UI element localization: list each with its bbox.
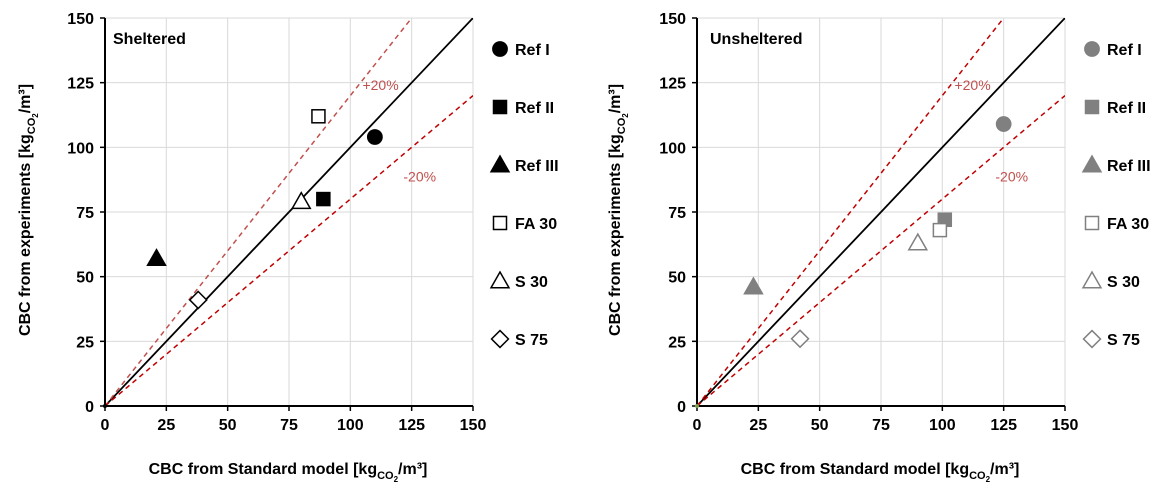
data-point-ref-iii	[743, 276, 764, 295]
x-tick-label: 50	[219, 417, 237, 434]
x-tick-label: 150	[460, 417, 487, 434]
legend-label-ref-iii: Ref III	[1107, 158, 1151, 175]
legend-marker-ref-i	[1084, 41, 1100, 57]
x-tick-label: 0	[693, 417, 702, 434]
reference-line-plus-20	[697, 18, 1005, 406]
y-axis-label: CBC from experiments [kgCO2/m³]	[17, 84, 40, 336]
x-tick-label: 75	[872, 417, 890, 434]
band-label-plus-20: +20%	[362, 77, 398, 93]
legend-label-ref-i: Ref I	[515, 42, 550, 59]
x-tick-label: 50	[811, 417, 829, 434]
x-tick-label: 0	[101, 417, 110, 434]
y-tick-label: 0	[85, 399, 94, 416]
legend-label-fa-30: FA 30	[1107, 216, 1149, 233]
data-point-s-75	[188, 290, 208, 310]
data-point-ref-i	[366, 129, 383, 145]
x-tick-label: 100	[337, 417, 364, 434]
legend-label-s-75: S 75	[515, 332, 548, 349]
y-tick-label: 25	[668, 334, 686, 351]
legend-label-s-30: S 30	[515, 274, 548, 291]
data-point-ref-ii	[316, 191, 331, 207]
x-tick-label: 125	[990, 417, 1017, 434]
x-tick-label: 125	[398, 417, 425, 434]
legend-marker-s-30	[489, 270, 511, 289]
legend-label-s-75: S 75	[1107, 332, 1140, 349]
data-point-ref-iii	[146, 248, 167, 267]
chart-panel-unsheltered: 0 25 50 75 100 125 150 0 25 50 75 100 125 150 Ref I Re…	[607, 11, 1151, 484]
y-tick-label: 0	[677, 399, 686, 416]
data-point-ref-i	[995, 116, 1012, 132]
legend-label-ref-ii: Ref II	[1107, 100, 1146, 117]
data-point-s-75	[790, 329, 810, 349]
panel-title: Sheltered	[113, 31, 186, 48]
y-tick-label: 125	[67, 76, 94, 93]
data-point-fa-30	[932, 222, 948, 238]
x-axis-label: CBC from Standard model [kgCO2/m³]	[149, 461, 428, 484]
band-label-minus-20: -20%	[995, 169, 1028, 185]
origin-point	[695, 404, 699, 408]
legend-marker-fa-30	[492, 215, 508, 231]
x-tick-label: 25	[157, 417, 175, 434]
legend-marker-ref-i	[492, 41, 508, 57]
y-tick-label: 100	[67, 140, 94, 157]
legend-marker-s-75	[490, 329, 510, 349]
band-label-plus-20: +20%	[954, 77, 990, 93]
band-label-minus-20: -20%	[403, 169, 436, 185]
x-axis-label: CBC from Standard model [kgCO2/m³]	[741, 461, 1020, 484]
legend-marker-ref-ii	[492, 99, 508, 115]
data-point-fa-30	[311, 109, 326, 124]
y-axis-label: CBC from experiments [kgCO2/m³]	[607, 84, 630, 336]
x-tick-label: 100	[929, 417, 956, 434]
y-tick-label: 25	[76, 334, 94, 351]
y-tick-label: 150	[67, 11, 94, 28]
x-tick-label: 75	[280, 417, 298, 434]
y-tick-label: 50	[76, 270, 94, 287]
legend-marker-s-30	[1081, 270, 1103, 289]
legend-marker-ref-iii	[1081, 154, 1103, 173]
data-point-s-30	[907, 232, 929, 251]
legend-marker-ref-ii	[1084, 99, 1100, 115]
origin-point	[103, 404, 107, 408]
legend-marker-s-75	[1082, 329, 1102, 349]
x-tick-label: 25	[749, 417, 767, 434]
legend-label-s-30: S 30	[1107, 274, 1140, 291]
legend-marker-ref-iii	[489, 154, 511, 173]
chart-panel-sheltered: 0 25 50 75 100 125 150 0 25 50 75 100 125 150 Ref I Re…	[17, 11, 559, 484]
y-tick-label: 50	[668, 270, 686, 287]
x-tick-label: 150	[1052, 417, 1079, 434]
legend-label-ref-ii: Ref II	[515, 100, 554, 117]
y-tick-label: 75	[76, 205, 94, 222]
legend-label-ref-iii: Ref III	[515, 158, 559, 175]
y-tick-label: 100	[659, 140, 686, 157]
y-tick-label: 75	[668, 205, 686, 222]
legend-marker-fa-30	[1084, 215, 1100, 231]
y-tick-label: 150	[659, 11, 686, 28]
panel-title: Unsheltered	[710, 31, 802, 48]
reference-line-identity	[105, 18, 473, 406]
legend-label-fa-30: FA 30	[515, 216, 557, 233]
reference-line-identity	[697, 18, 1065, 406]
legend-label-ref-i: Ref I	[1107, 42, 1142, 59]
y-tick-label: 125	[659, 76, 686, 93]
reference-line-plus-20	[105, 18, 413, 406]
data-point-s-30	[291, 191, 312, 210]
